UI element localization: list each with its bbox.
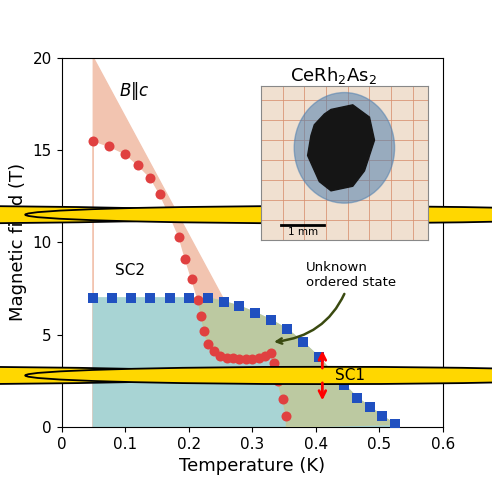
Point	[210, 348, 218, 355]
Y-axis label: Magnetic field (T): Magnetic field (T)	[9, 163, 27, 322]
Circle shape	[25, 367, 492, 384]
Point	[108, 294, 116, 301]
Point	[248, 355, 256, 363]
Point	[340, 381, 348, 388]
Point	[283, 325, 291, 333]
Point	[204, 340, 212, 348]
Point	[242, 355, 250, 363]
Point	[105, 143, 113, 150]
Point	[378, 412, 386, 420]
Point	[121, 150, 129, 157]
Point	[134, 161, 142, 168]
Point	[188, 276, 196, 283]
Point	[166, 211, 174, 218]
Point	[282, 412, 290, 420]
Point	[278, 396, 286, 403]
Point	[147, 294, 154, 301]
Point	[366, 403, 373, 411]
Point	[127, 294, 135, 301]
Text: SC2: SC2	[115, 263, 145, 278]
Text: Unknown
ordered state: Unknown ordered state	[277, 261, 396, 344]
Circle shape	[25, 206, 492, 223]
Point	[236, 302, 244, 310]
Ellipse shape	[294, 93, 395, 203]
Point	[391, 420, 399, 428]
Point	[175, 233, 183, 240]
Point	[90, 294, 97, 301]
Text: $B \| c$: $B \| c$	[119, 80, 150, 102]
Point	[267, 316, 275, 324]
X-axis label: Temperature (K): Temperature (K)	[179, 457, 325, 476]
Polygon shape	[93, 298, 395, 427]
Polygon shape	[308, 105, 374, 191]
Point	[315, 353, 323, 361]
Point	[254, 354, 262, 362]
Text: SC1: SC1	[335, 368, 365, 383]
Point	[166, 294, 174, 301]
Point	[147, 174, 154, 181]
Text: CeRh$_2$As$_2$: CeRh$_2$As$_2$	[290, 65, 377, 86]
Point	[201, 327, 209, 335]
Point	[299, 338, 307, 346]
Point	[204, 294, 212, 301]
Point	[271, 359, 278, 366]
Point	[267, 349, 275, 357]
Point	[90, 137, 97, 144]
Circle shape	[0, 367, 235, 384]
Point	[194, 296, 202, 303]
Polygon shape	[93, 58, 286, 427]
Point	[184, 294, 192, 301]
Circle shape	[0, 206, 235, 223]
Polygon shape	[198, 298, 395, 427]
Point	[219, 298, 227, 305]
Point	[156, 191, 164, 198]
Point	[223, 354, 231, 362]
Point	[229, 355, 237, 362]
Point	[274, 377, 281, 385]
Point	[236, 355, 244, 363]
Point	[197, 312, 205, 320]
Point	[328, 368, 336, 375]
Point	[251, 309, 259, 316]
Text: 1 mm: 1 mm	[287, 227, 318, 237]
Point	[182, 255, 189, 263]
Point	[216, 352, 224, 360]
Point	[261, 352, 269, 360]
Point	[353, 394, 361, 401]
